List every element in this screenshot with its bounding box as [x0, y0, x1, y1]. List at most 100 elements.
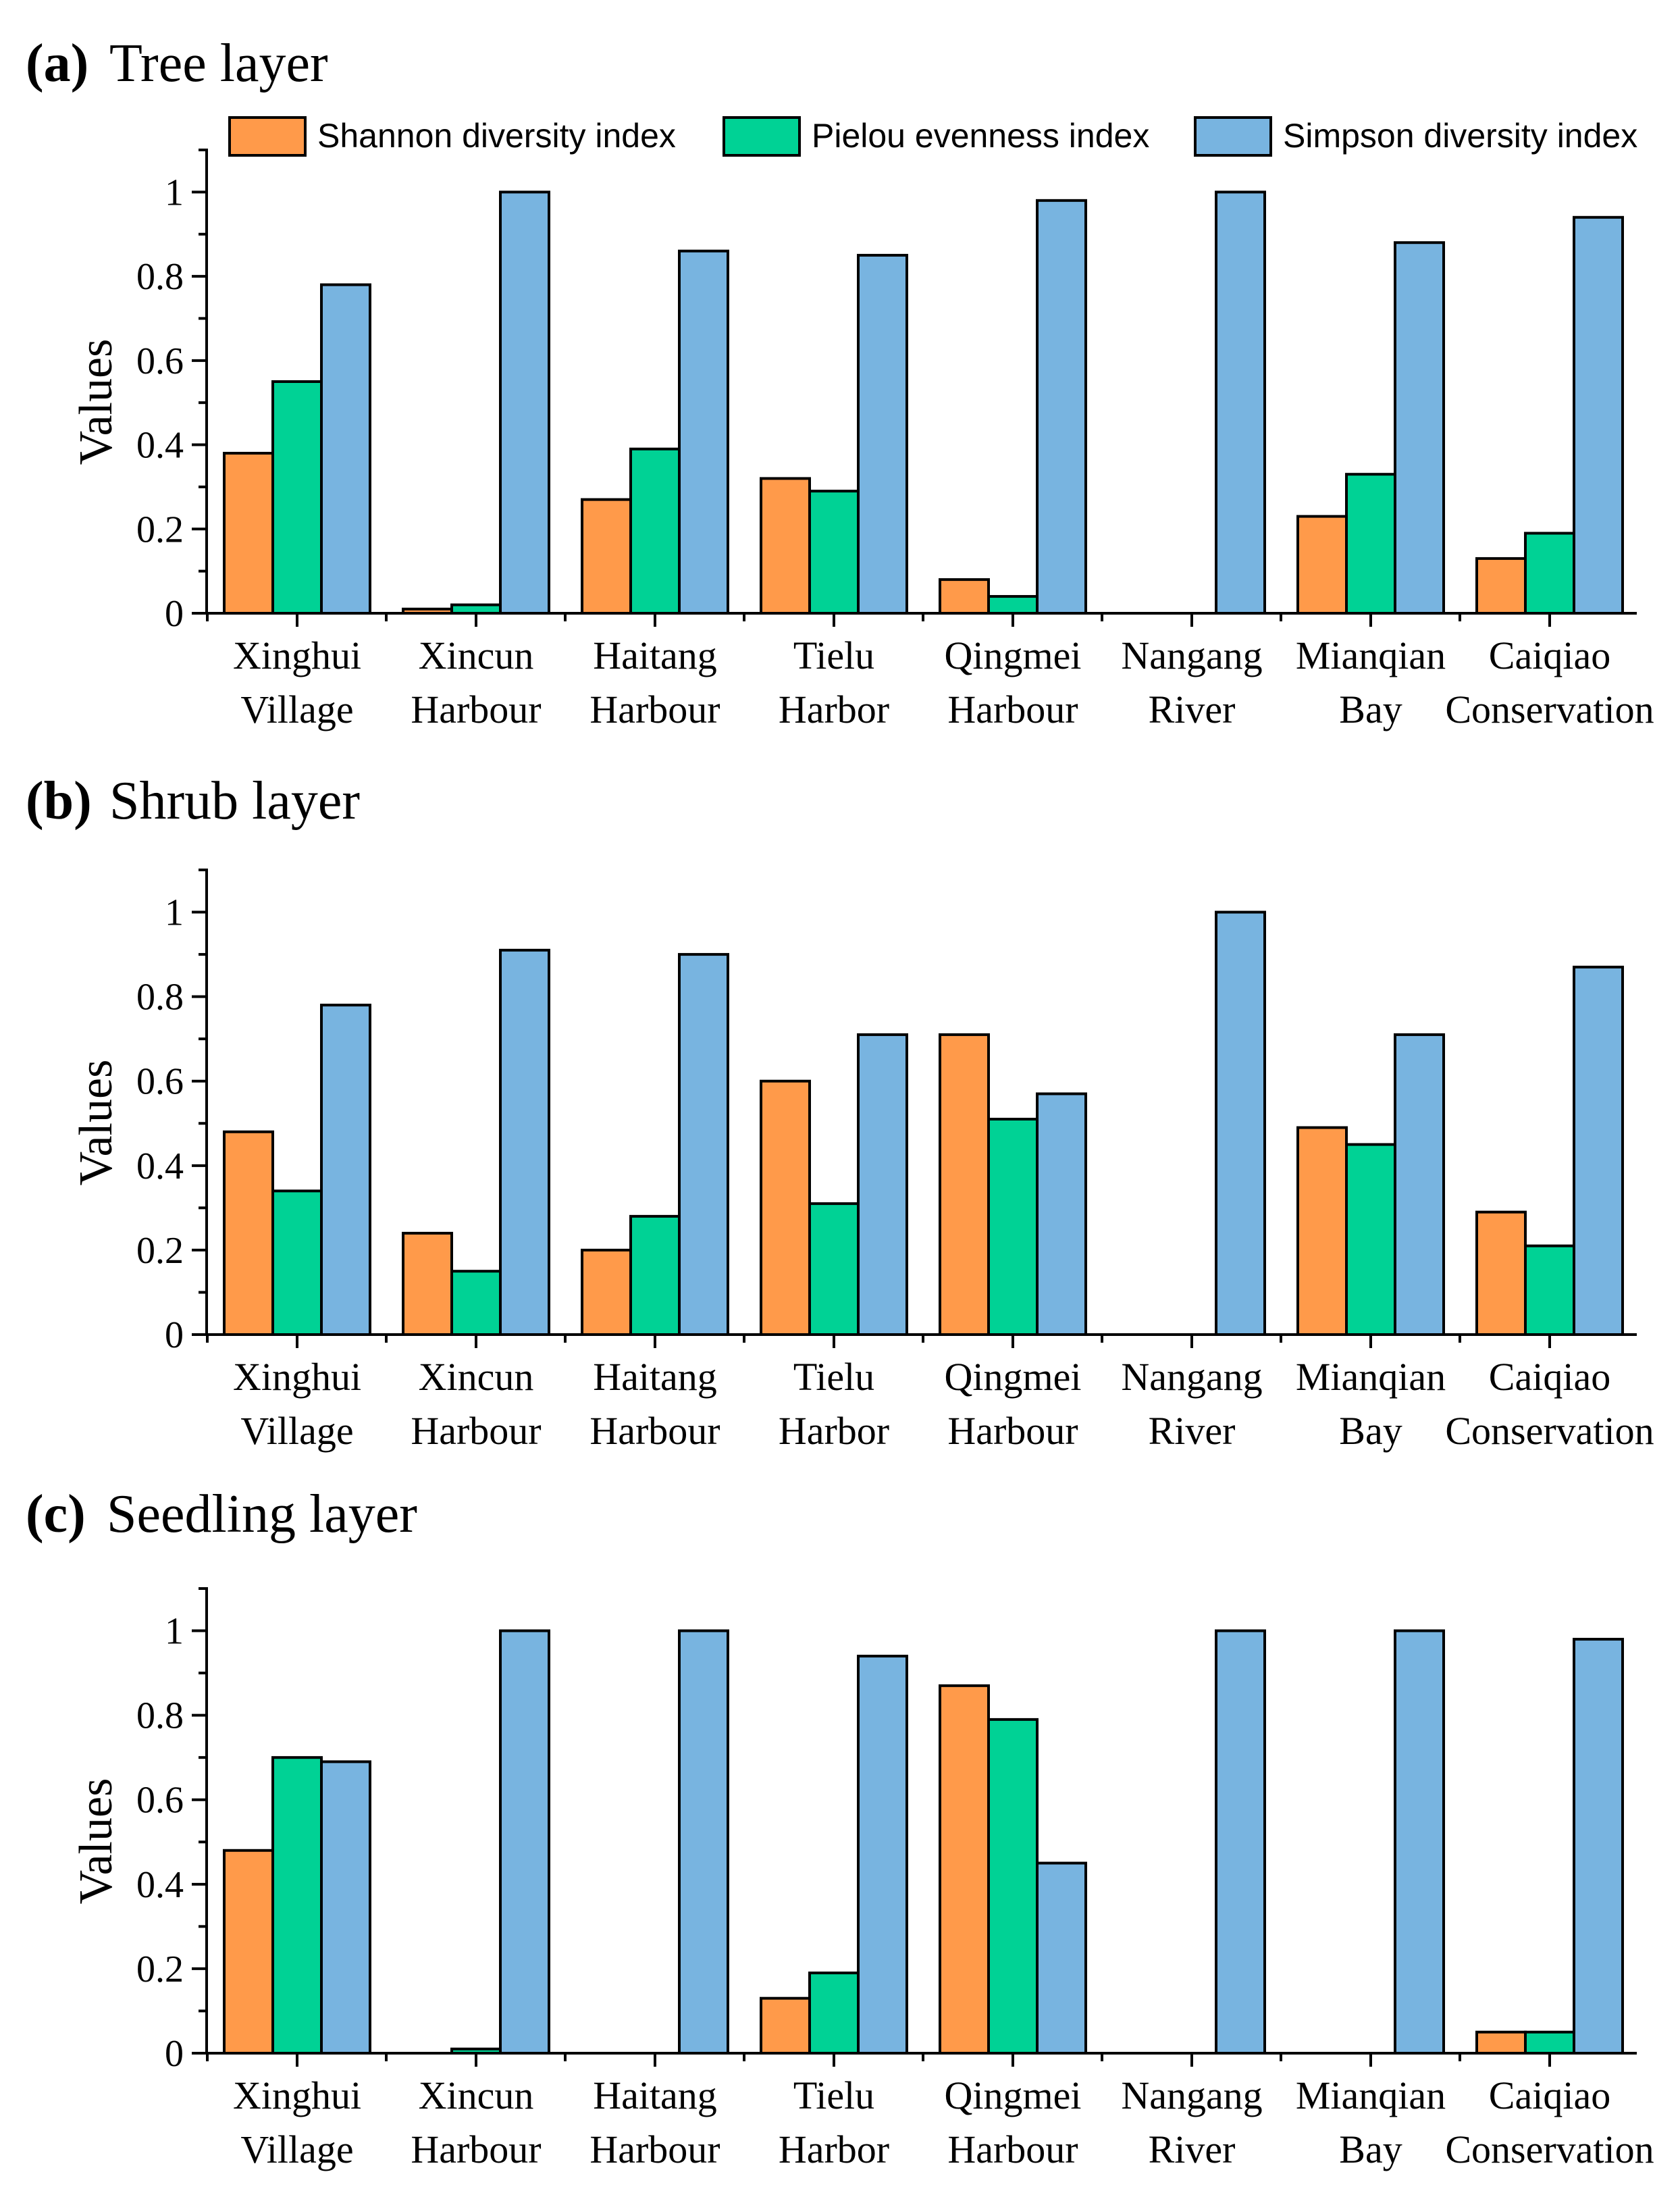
bar-pielou — [629, 1214, 681, 1336]
panel-title: Shrub layer — [109, 771, 360, 831]
bar-simpson — [499, 1629, 550, 2055]
x-tick-label: Mianqian — [1296, 2073, 1446, 2117]
x-tick-label: Harbor — [779, 2127, 889, 2171]
bar-shannon — [402, 1231, 453, 1336]
bar-simpson — [857, 1033, 908, 1336]
legend: Shannon diversity index Pielou evenness i… — [228, 116, 1637, 157]
x-tick-label: Qingmei — [945, 634, 1082, 677]
chart-panel-c: (c) Seedling layer 0 0.2 0.4 0.6 0.8 1 Values Xin… — [26, 1485, 1654, 2171]
bar-pielou — [450, 2047, 502, 2055]
x-tick-label: Caiqiao — [1489, 1355, 1610, 1399]
x-tick-label: Xincun — [419, 634, 534, 677]
x-tick-label: Conservation — [1445, 1409, 1654, 1453]
y-tick-label: 0 — [165, 2033, 184, 2075]
x-tick-label: Bay — [1339, 688, 1402, 731]
bar-pielou — [271, 1756, 323, 2055]
x-tick-label: Tielu — [793, 2073, 874, 2117]
bar-simpson — [320, 1760, 371, 2055]
bar-simpson — [1215, 1629, 1266, 2055]
x-tick-label: Caiqiao — [1489, 634, 1610, 677]
x-tick-label: Harbor — [779, 1409, 889, 1453]
bar-pielou — [808, 490, 860, 615]
chart-panel-b: (b) Shrub layer 0 0.2 0.4 0.6 0.8 1 Values Xinghu… — [26, 771, 1654, 1453]
panel-title: Seedling layer — [107, 1485, 417, 1544]
legend-item: Simpson diversity index — [1194, 116, 1637, 157]
x-tick-label: Harbour — [589, 688, 720, 731]
legend-label: Shannon diversity index — [317, 117, 676, 155]
bar-simpson — [1036, 1092, 1087, 1337]
chart-panel-a: (a) Tree layer 0 0.2 0.4 0.6 0.8 1 Values Xinghui… — [26, 34, 1654, 731]
bar-simpson — [1573, 215, 1624, 615]
x-tick-label: Harbour — [411, 688, 541, 731]
x-tick-label: Bay — [1339, 1409, 1402, 1453]
bar-simpson — [499, 948, 550, 1336]
x-tick-label: River — [1149, 2127, 1236, 2171]
y-tick-label: 1 — [165, 892, 184, 934]
bar-simpson — [1394, 241, 1445, 615]
y-tick-label: 0.2 — [136, 509, 184, 550]
x-tick-label: Qingmei — [945, 2073, 1082, 2117]
bar-simpson — [1394, 1629, 1445, 2055]
bar-simpson — [678, 1629, 729, 2055]
bar-simpson — [1573, 1638, 1624, 2055]
x-tick-label: Harbour — [411, 1409, 541, 1453]
panel-tag: (a) — [26, 34, 88, 93]
bar-shannon — [1475, 1210, 1527, 1336]
x-tick-label: River — [1149, 688, 1236, 731]
x-tick-label: Conservation — [1445, 2127, 1654, 2171]
legend-label: Pielou evenness index — [812, 117, 1149, 155]
bar-simpson — [320, 1004, 371, 1337]
y-tick-label: 0.2 — [136, 1949, 184, 1990]
y-tick-label: 0.6 — [136, 1780, 184, 1822]
x-tick-label: Caiqiao — [1489, 2073, 1610, 2117]
y-tick-label: 0.8 — [136, 1695, 184, 1737]
bar-shannon — [939, 1033, 990, 1336]
panel-tag: (c) — [26, 1485, 86, 1544]
bar-simpson — [1036, 1861, 1087, 2055]
x-tick-label: Xinghui — [233, 1355, 361, 1399]
x-tick-label: Harbour — [411, 2127, 541, 2171]
y-tick-label: 0.8 — [136, 256, 184, 298]
x-tick-label: Harbor — [779, 688, 889, 731]
panel-tag: (b) — [26, 771, 92, 831]
y-tick-label: 0.6 — [136, 1061, 184, 1103]
x-tick-label: Haitang — [593, 2073, 717, 2117]
x-tick-label: Harbour — [589, 1409, 720, 1453]
x-tick-label: Nangang — [1121, 634, 1262, 677]
bar-pielou — [987, 595, 1039, 615]
bar-pielou — [808, 1202, 860, 1337]
bar-pielou — [987, 1718, 1039, 2055]
y-tick-label: 1 — [165, 172, 184, 213]
bar-shannon — [1475, 557, 1527, 615]
panel-title: Tree layer — [109, 34, 328, 93]
bar-pielou — [629, 447, 681, 615]
y-tick-label: 0.4 — [136, 425, 184, 467]
y-tick-label: 0.4 — [136, 1145, 184, 1187]
x-tick-label: Bay — [1339, 2127, 1402, 2171]
bar-simpson — [857, 253, 908, 615]
bar-pielou — [1345, 473, 1396, 615]
x-tick-label: Nangang — [1121, 1355, 1262, 1399]
bar-pielou — [1524, 1244, 1575, 1336]
bar-pielou — [808, 1971, 860, 2055]
bar-shannon — [223, 1130, 274, 1337]
y-tick-label: 0.8 — [136, 977, 184, 1018]
bar-shannon — [581, 1248, 632, 1336]
x-tick-label: Xinghui — [233, 634, 361, 677]
x-tick-label: Tielu — [793, 634, 874, 677]
x-tick-label: Xinghui — [233, 2073, 361, 2117]
x-tick-label: Xincun — [419, 1355, 534, 1399]
bar-pielou — [1345, 1143, 1396, 1336]
bar-pielou — [1524, 2030, 1575, 2055]
bar-simpson — [1215, 910, 1266, 1336]
x-tick-label: Village — [240, 1409, 353, 1453]
bar-shannon — [939, 1684, 990, 2055]
bar-shannon — [760, 477, 811, 615]
y-tick-label: 0 — [165, 593, 184, 635]
x-tick-label: River — [1149, 1409, 1236, 1453]
x-tick-label: Mianqian — [1296, 1355, 1446, 1399]
legend-swatch — [723, 116, 801, 157]
legend-swatch — [228, 116, 307, 157]
bar-pielou — [1524, 532, 1575, 615]
